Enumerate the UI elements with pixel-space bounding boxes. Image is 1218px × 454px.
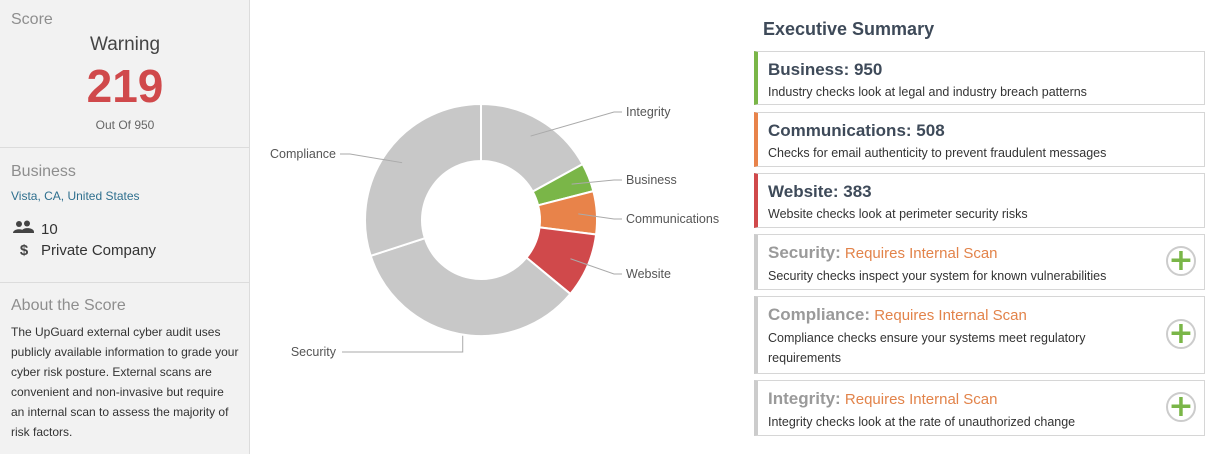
employees-row: 10 — [12, 220, 58, 238]
card-description: Compliance checks ensure your systems me… — [768, 331, 1086, 365]
card-title-website: Website: 383 — [768, 182, 1204, 202]
score-status: Warning — [89, 34, 161, 55]
expand-plus-icon[interactable]: + — [1166, 392, 1196, 422]
expand-plus-icon[interactable]: + — [1166, 319, 1196, 349]
score-value: 219 — [86, 60, 164, 112]
card-title-communications: Communications: 508 — [768, 121, 1204, 141]
slice-label-website: Website — [626, 267, 671, 281]
card-title-business: Business: 950 — [768, 60, 1204, 80]
donut-slice-compliance — [364, 102, 482, 258]
leader-line-business — [571, 179, 622, 185]
expand-plus-icon[interactable]: + — [1166, 246, 1196, 276]
card-title-security: Security: Requires Internal Scan — [768, 243, 1204, 264]
card-description: Checks for email authenticity to prevent… — [768, 146, 1107, 160]
leader-line-integrity — [530, 111, 622, 137]
donut-svg: Integrity Business Communications Website Se… — [270, 102, 719, 359]
summary-card-security[interactable]: Security: Requires Internal Scan Security… — [754, 234, 1205, 290]
card-score: 508 — [911, 121, 945, 140]
card-description: Website checks look at perimeter securit… — [768, 207, 1028, 221]
requires-internal-scan-label: Requires Internal Scan — [870, 307, 1027, 324]
business-section: Business Vista, CA, United States 10 $ P… — [0, 148, 249, 283]
summary-title: Executive Summary — [763, 19, 935, 39]
slice-label-integrity: Integrity — [626, 105, 671, 119]
card-score: 950 — [849, 60, 883, 79]
card-description: Industry checks look at legal and indust… — [768, 85, 1087, 99]
summary-card-integrity[interactable]: Integrity: Requires Internal Scan Integri… — [754, 380, 1205, 436]
card-title-compliance: Compliance: Requires Internal Scan — [768, 305, 1204, 326]
card-description: Integrity checks look at the rate of una… — [768, 415, 1076, 429]
leader-line-communications — [578, 213, 622, 220]
company-type: Private Company — [41, 242, 157, 259]
donut-slice-security — [369, 236, 572, 337]
score-section: Score Warning 219 Out Of 950 — [0, 0, 249, 148]
users-icon — [12, 220, 36, 238]
score-max: Out Of 950 — [95, 118, 155, 132]
slice-label-security: Security — [291, 345, 337, 359]
slice-label-communications: Communications — [626, 212, 719, 226]
dollar-icon: $ — [19, 242, 29, 259]
card-category: Compliance: — [768, 305, 871, 324]
about-text: The UpGuard external cyber audit uses pu… — [11, 325, 239, 439]
summary-card-business: Business: 950 Industry checks look at leg… — [754, 51, 1205, 105]
score-donut-chart: Integrity Business Communications Website Se… — [250, 0, 750, 454]
company-type-row: $ Private Company — [12, 242, 156, 259]
leader-line-website — [570, 258, 622, 275]
slice-label-business: Business — [626, 173, 677, 187]
summary-card-compliance[interactable]: Compliance: Requires Internal Scan Compli… — [754, 296, 1205, 374]
summary-card-communications: Communications: 508 Checks for email auth… — [754, 112, 1205, 167]
sidebar: Score Warning 219 Out Of 950 Business Vi… — [0, 0, 250, 454]
about-section: About the Score The UpGuard external cyb… — [0, 283, 249, 454]
card-title-integrity: Integrity: Requires Internal Scan — [768, 389, 1204, 410]
about-section-title: About the Score — [11, 297, 126, 314]
leader-line-compliance — [340, 153, 403, 164]
card-category: Integrity: — [768, 389, 841, 408]
employees-count: 10 — [41, 220, 58, 238]
leader-line-security — [342, 335, 464, 353]
business-location: Vista, CA, United States — [11, 189, 140, 203]
card-category: Security: — [768, 243, 841, 262]
requires-internal-scan-label: Requires Internal Scan — [840, 391, 998, 408]
slice-label-compliance: Compliance — [270, 147, 336, 161]
card-category: Business: — [768, 60, 850, 79]
summary-card-website: Website: 383 Website checks look at perim… — [754, 173, 1205, 228]
card-category: Website: — [768, 182, 839, 201]
card-category: Communications: — [768, 121, 912, 140]
card-score: 383 — [838, 182, 872, 201]
score-section-title: Score — [11, 11, 53, 28]
business-section-title: Business — [11, 163, 76, 180]
card-description: Security checks inspect your system for … — [768, 269, 1107, 283]
requires-internal-scan-label: Requires Internal Scan — [840, 245, 998, 262]
